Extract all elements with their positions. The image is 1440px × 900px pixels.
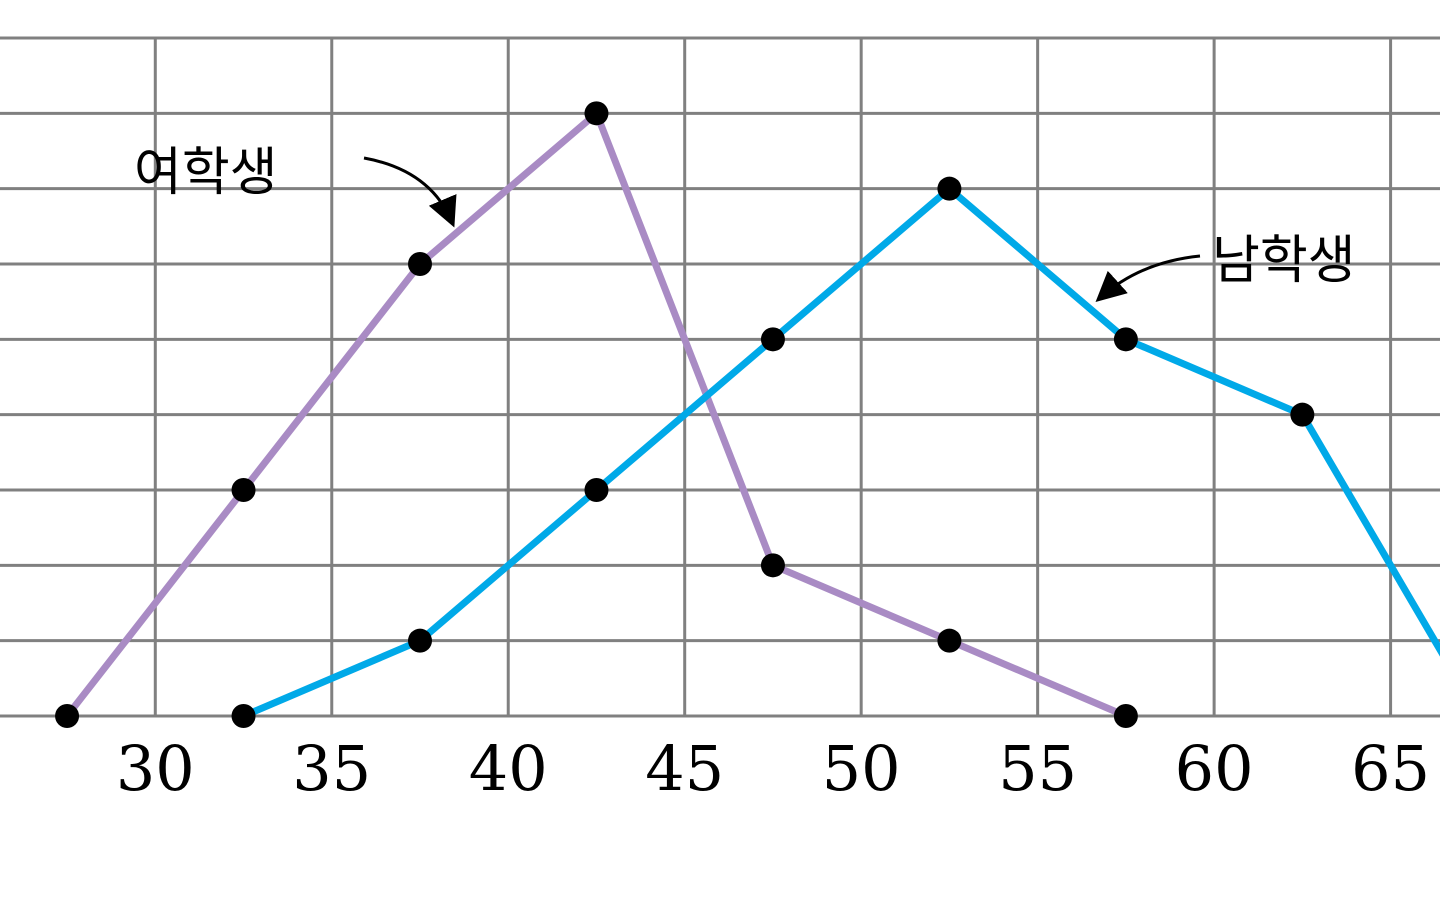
x-tick-label: 45 bbox=[645, 732, 724, 805]
x-tick-label: 55 bbox=[998, 732, 1077, 805]
x-tick-label: 60 bbox=[1175, 732, 1254, 805]
x-tick-label: 50 bbox=[822, 732, 901, 805]
data-point-female bbox=[408, 252, 432, 276]
data-point-female bbox=[231, 478, 256, 502]
data-point-male bbox=[408, 628, 432, 653]
series-label-male: 남학생 bbox=[1095, 231, 1356, 303]
data-point-female bbox=[584, 101, 609, 126]
data-point-male bbox=[937, 176, 962, 201]
data-point-male bbox=[584, 478, 609, 502]
data-point-female bbox=[937, 628, 962, 653]
x-tick-label: 40 bbox=[469, 732, 548, 805]
data-points bbox=[55, 101, 1315, 728]
data-point-female bbox=[760, 553, 785, 578]
data-point-female bbox=[55, 704, 80, 728]
data-point-male bbox=[1290, 402, 1315, 427]
female-arrow bbox=[363, 156, 457, 228]
x-tick-label: 30 bbox=[116, 732, 195, 805]
x-tick-label: 35 bbox=[292, 732, 371, 805]
data-point-female bbox=[1113, 704, 1138, 728]
series-line-male bbox=[242, 185, 1440, 720]
male-arrow bbox=[1095, 254, 1201, 303]
male-series-label: 남학생 bbox=[1212, 231, 1356, 291]
grid bbox=[0, 36, 1440, 718]
x-axis-tick-labels: 30 35 40 45 50 55 60 65 bbox=[116, 732, 1430, 805]
data-point-male bbox=[1113, 327, 1138, 352]
series-label-female: 여학생 bbox=[134, 143, 457, 228]
data-point-male bbox=[231, 704, 256, 728]
female-series-label: 여학생 bbox=[134, 143, 278, 203]
data-point-male bbox=[760, 327, 785, 352]
x-tick-label: 65 bbox=[1351, 732, 1430, 805]
